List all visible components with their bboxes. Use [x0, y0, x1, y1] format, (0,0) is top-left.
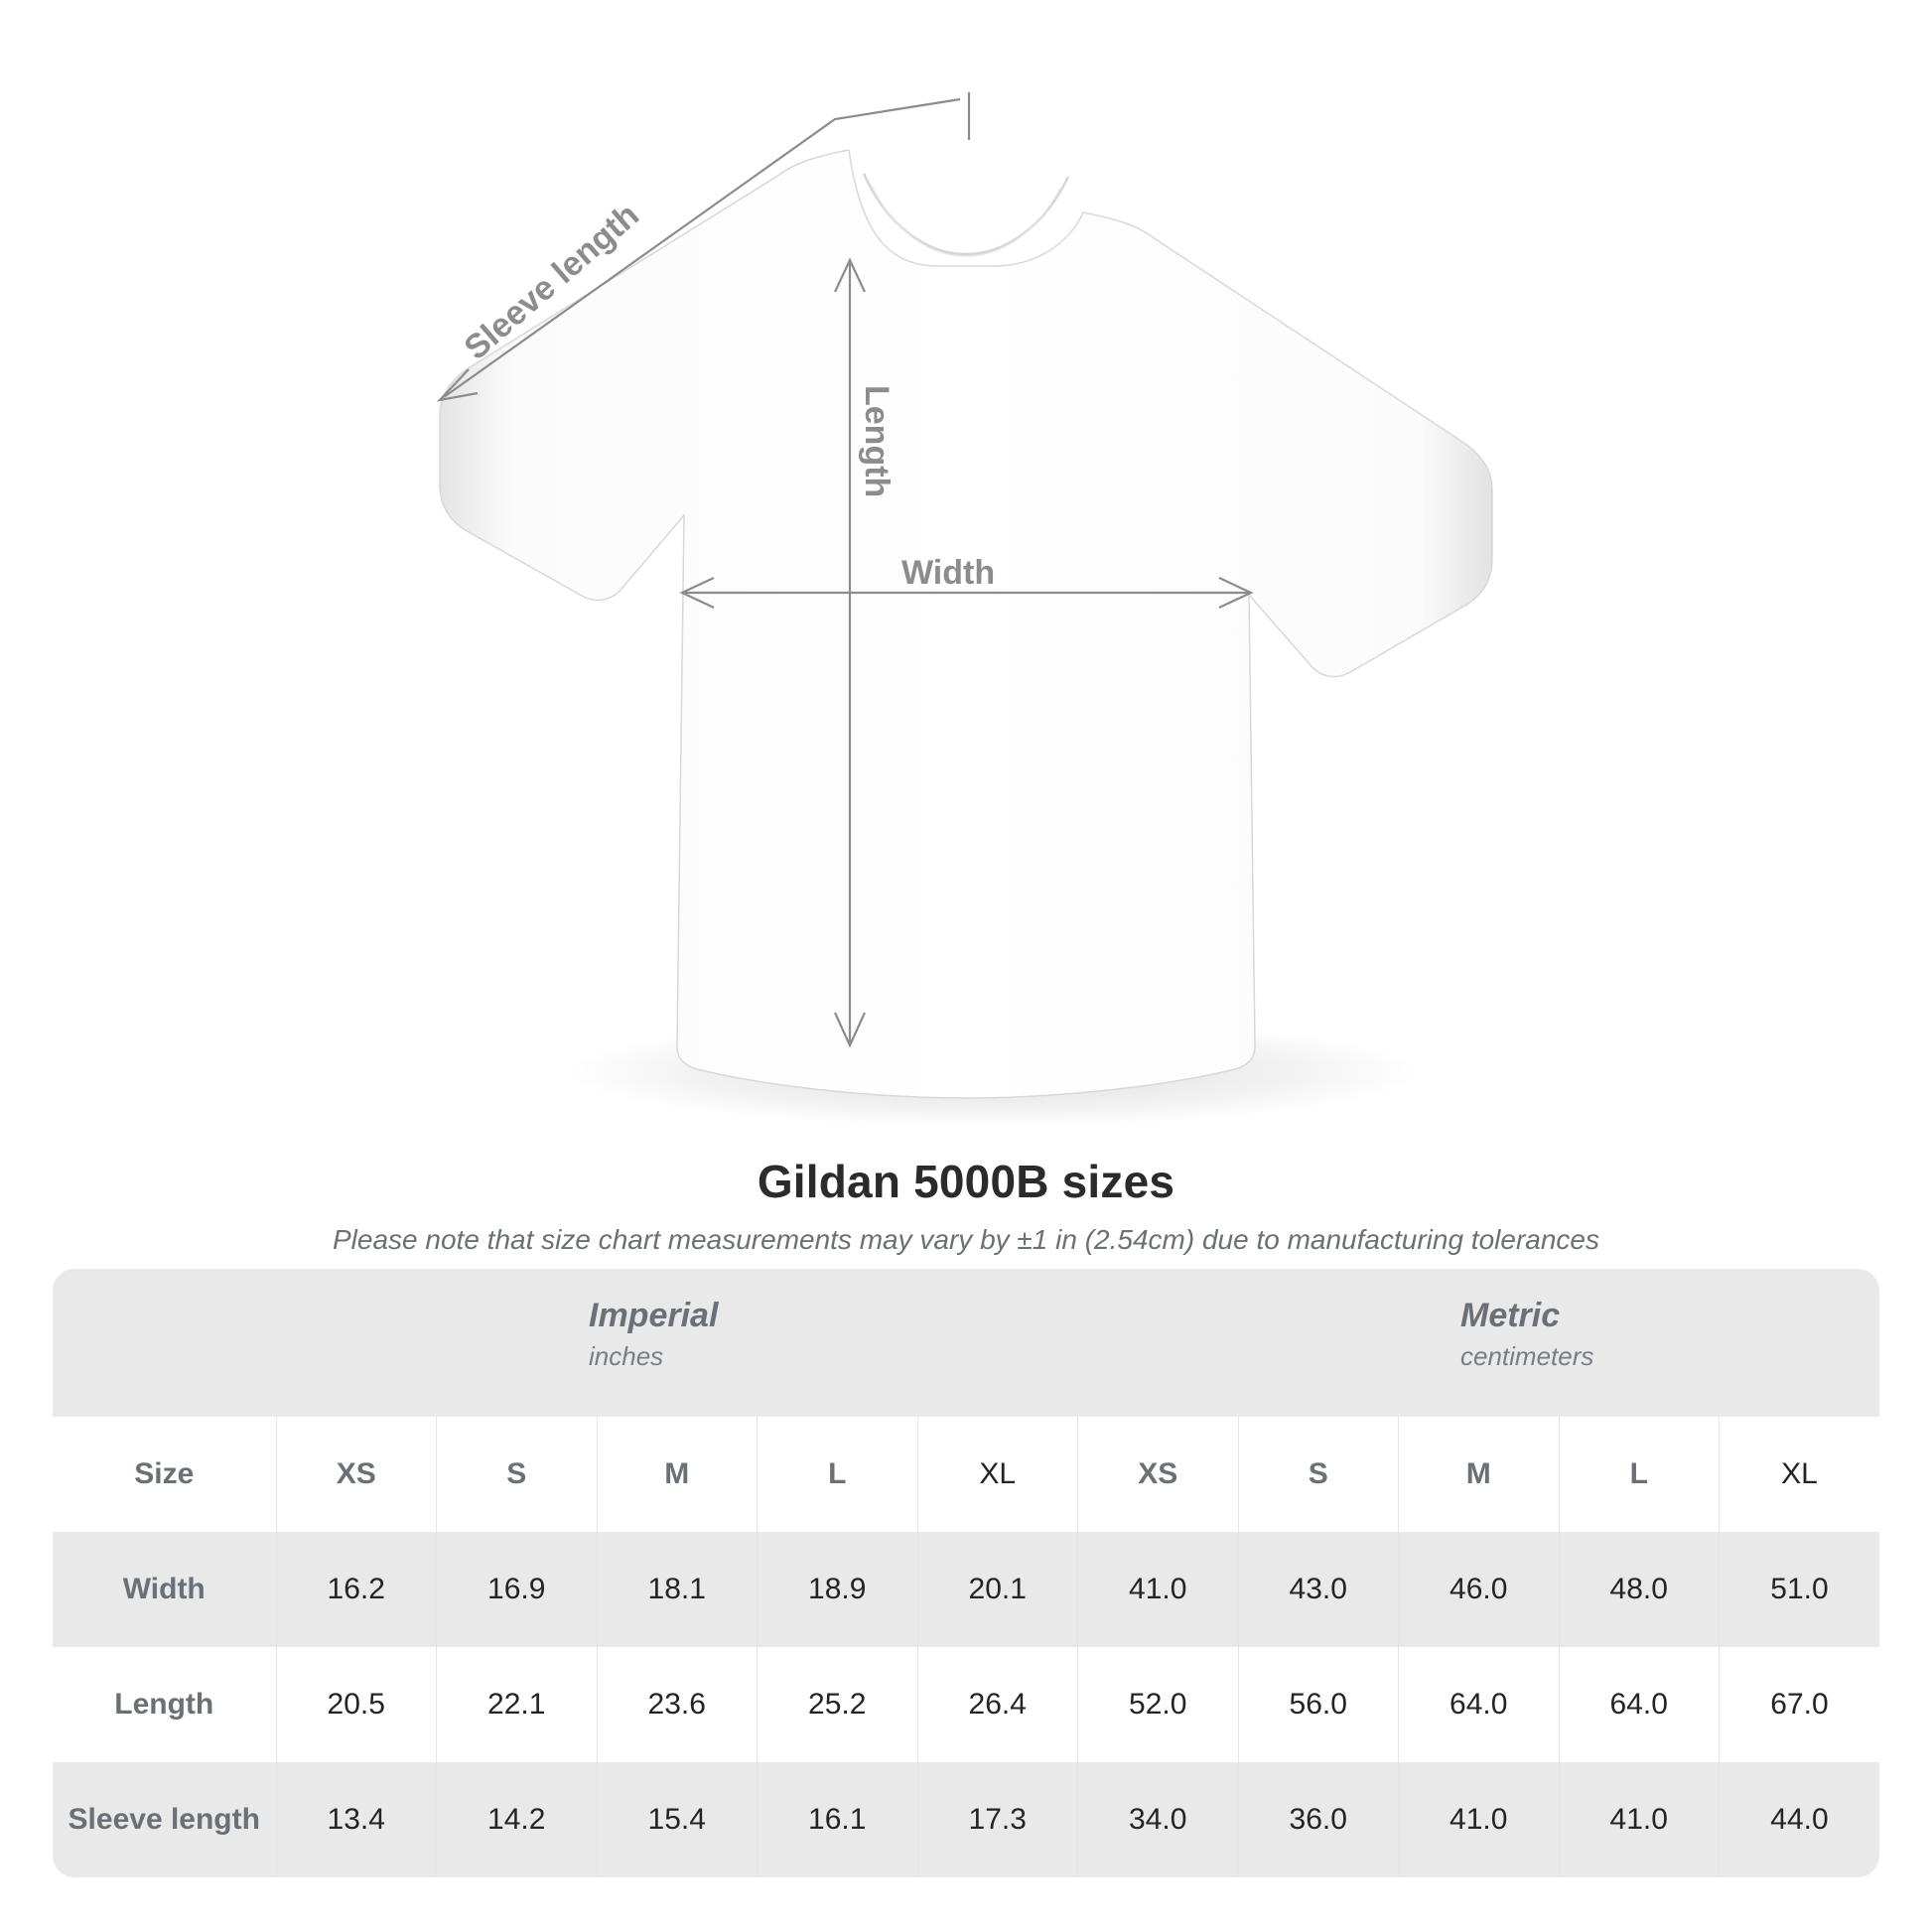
svg-text:Length: Length — [858, 385, 896, 497]
svg-text:Width: Width — [901, 554, 995, 592]
